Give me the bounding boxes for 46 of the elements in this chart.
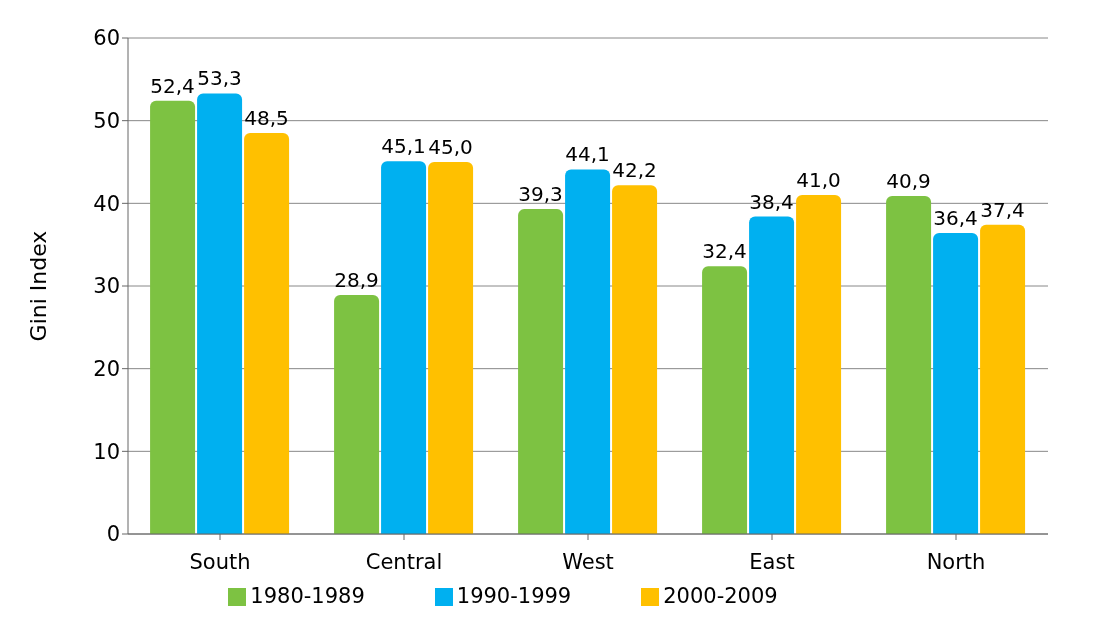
- bar: [150, 100, 196, 534]
- x-tick-label: North: [926, 549, 986, 574]
- data-label: 40,9: [886, 168, 931, 193]
- x-tick-label: Central: [365, 549, 443, 574]
- y-tick-label: 10: [93, 439, 120, 464]
- bar: [702, 266, 748, 534]
- legend-label: 1980-1989: [250, 584, 365, 608]
- bar: [381, 161, 427, 534]
- data-label: 39,3: [518, 182, 563, 207]
- data-label: 53,3: [197, 66, 242, 91]
- bar: [796, 195, 842, 534]
- bar: [886, 195, 932, 534]
- y-tick-label: 20: [93, 357, 120, 382]
- bar: [428, 162, 474, 534]
- legend-label: 1990-1999: [456, 584, 572, 608]
- bar: [244, 133, 290, 534]
- data-label: 48,5: [244, 106, 289, 131]
- x-tick-label: West: [562, 549, 614, 574]
- data-label: 45,1: [381, 134, 426, 159]
- bar: [612, 185, 658, 534]
- bar: [980, 224, 1026, 534]
- data-label: 36,4: [933, 206, 978, 231]
- bar: [197, 93, 243, 534]
- data-label: 32,4: [702, 239, 747, 264]
- bar: [518, 209, 564, 534]
- x-tick-label: East: [749, 549, 795, 574]
- data-label: 45,0: [428, 135, 473, 159]
- y-tick-label: 40: [93, 191, 120, 216]
- data-label: 28,9: [334, 268, 379, 293]
- bar: [565, 169, 611, 534]
- bar: [749, 216, 795, 534]
- data-label: 41,0: [796, 168, 841, 193]
- y-tick-label: 0: [106, 522, 120, 547]
- y-tick-label: 60: [93, 26, 120, 51]
- y-tick-label: 50: [93, 109, 120, 134]
- x-tick-label: South: [189, 549, 251, 574]
- data-label: 42,2: [612, 158, 657, 183]
- y-tick-label: 30: [93, 274, 120, 299]
- bar: [334, 295, 380, 534]
- data-label: 44,1: [565, 142, 610, 167]
- data-label: 38,4: [749, 189, 794, 214]
- data-label: 37,4: [980, 197, 1025, 222]
- bar: [933, 233, 979, 534]
- y-axis-title: Gini Index: [25, 230, 51, 342]
- legend-label: 2000-2009: [663, 584, 778, 608]
- data-label: 52,4: [150, 73, 195, 98]
